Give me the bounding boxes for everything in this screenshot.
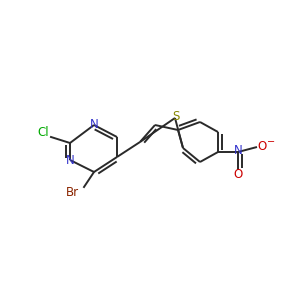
- Text: S: S: [172, 110, 180, 122]
- Text: O: O: [257, 140, 267, 152]
- Text: −: −: [267, 137, 275, 147]
- Text: O: O: [233, 169, 243, 182]
- Text: Br: Br: [65, 185, 79, 199]
- Text: N: N: [90, 118, 98, 130]
- Text: Cl: Cl: [37, 127, 49, 140]
- Text: N: N: [234, 145, 242, 158]
- Text: N: N: [66, 154, 74, 167]
